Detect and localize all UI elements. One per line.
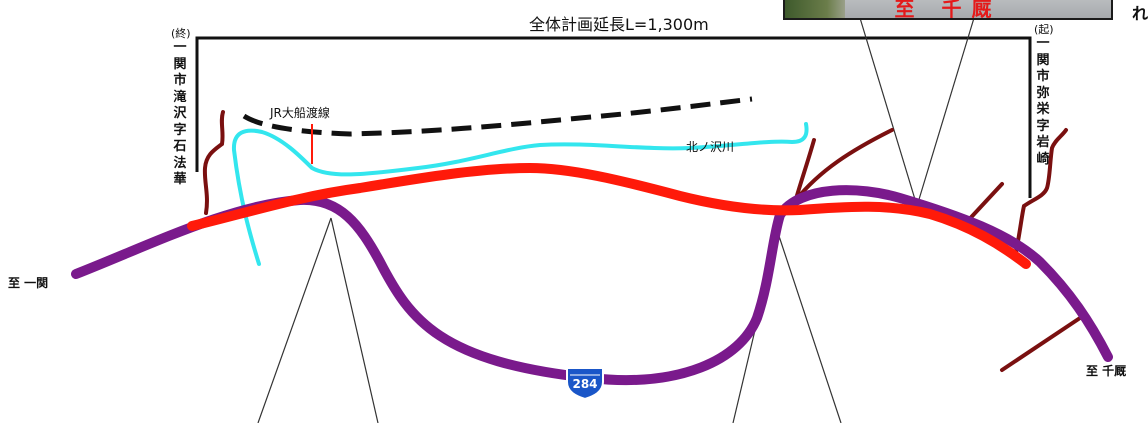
end-label-char: 華 [173, 172, 187, 187]
river-label: 北ノ沢川 [686, 140, 735, 154]
end-label-char: 関 [173, 56, 187, 72]
direction-ichinoseki: 至 一関 [8, 276, 49, 290]
kitanosawa-river [231, 122, 809, 266]
start-label-char: 栄 [1036, 102, 1050, 117]
end-label-char: 法 [173, 155, 187, 171]
photo-grass [785, 0, 845, 18]
end-point-marker: (終) [171, 27, 191, 40]
start-label-char: 岩 [1036, 135, 1050, 150]
photo-caption: 至 千厩 [894, 0, 1002, 20]
start-label-char: 一 [1036, 36, 1050, 51]
end-label-char: 滝 [173, 89, 187, 105]
end-point-label: (終) 一 関 市 滝 沢 字 石 法 華 [171, 27, 191, 189]
route-284-shield-icon [566, 367, 604, 401]
start-point-marker: (起) [1034, 23, 1054, 36]
start-label-char: 弥 [1036, 85, 1050, 101]
start-label-char: 字 [1036, 118, 1050, 134]
start-label-char: 関 [1036, 52, 1050, 68]
end-label-char: 市 [173, 73, 187, 88]
clipped-edge-text: れ [1131, 4, 1148, 23]
start-label-char: 崎 [1036, 151, 1050, 167]
plan-extent-bracket [195, 36, 1032, 198]
start-point-label: (起) 一 関 市 弥 栄 字 岩 崎 [1034, 23, 1054, 168]
plan-length-title: 全体計画延長L=1,300m [529, 15, 709, 34]
planned-bypass-road [187, 162, 1031, 269]
route-shield-number: 284 [572, 377, 598, 391]
direction-senmaya: 至 千厩 [1086, 364, 1127, 378]
start-label-char: 市 [1036, 69, 1050, 84]
site-photo-inset: 至 千厩 [783, 0, 1113, 20]
jr-ofunato-line [242, 96, 753, 137]
end-label-char: 字 [173, 122, 187, 138]
end-label-char: 一 [173, 40, 187, 55]
photo-callout-lines [257, 17, 975, 423]
photo-road [845, 0, 1111, 18]
end-label-char: 石 [173, 139, 187, 154]
end-label-char: 沢 [173, 106, 187, 121]
railway-label: JR大船渡線 [270, 106, 330, 120]
